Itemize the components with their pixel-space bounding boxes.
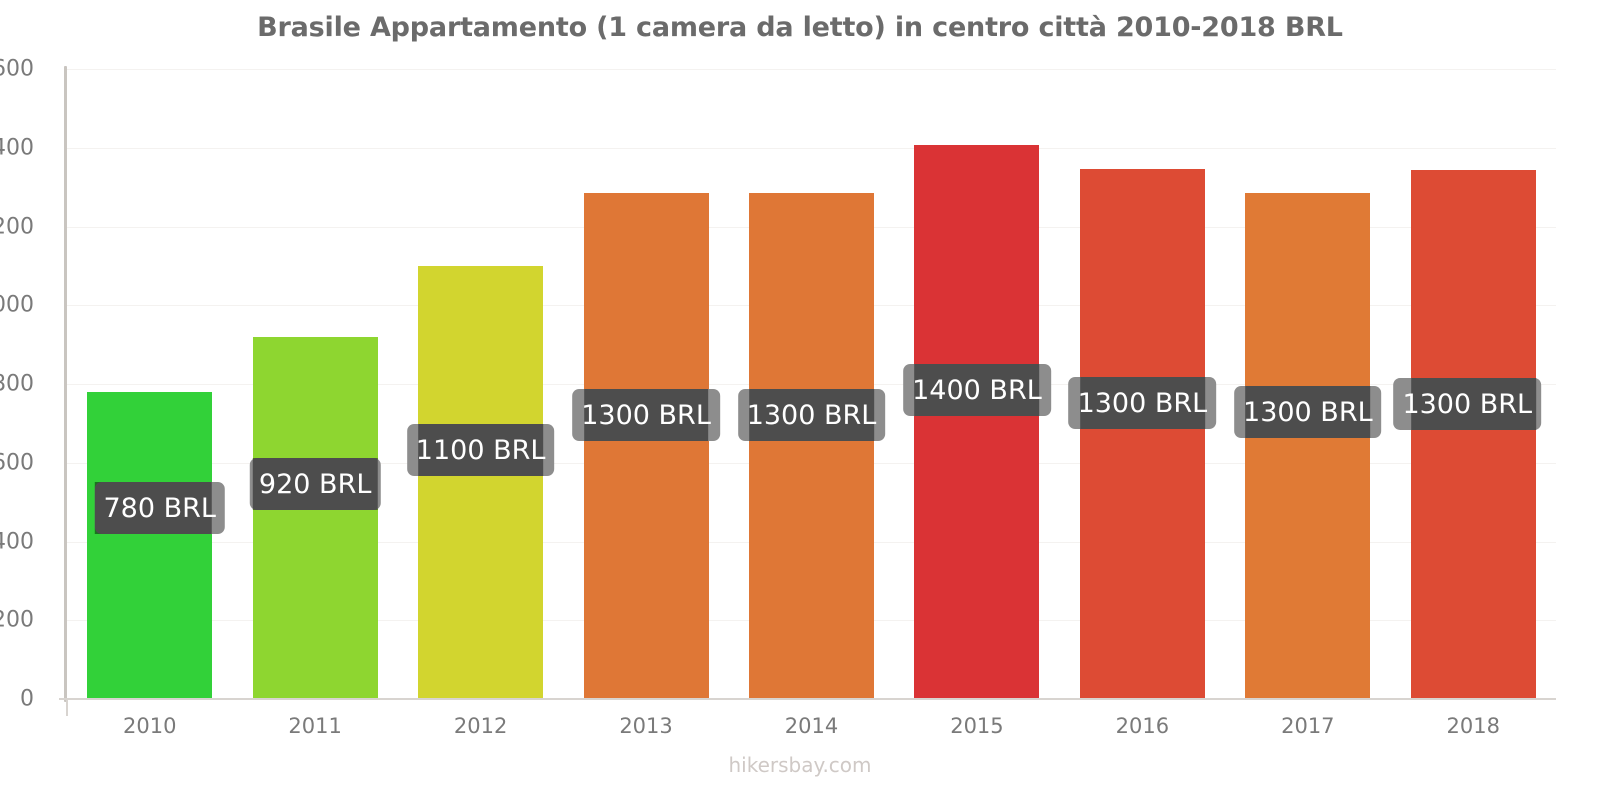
value-badge-label: 1100 BRL [415,434,546,466]
bar-2010[interactable] [87,391,213,699]
value-badge-2013: 1300 BRL [572,389,720,441]
y-axis-tick-label: 400 [0,529,34,554]
x-axis-tick-label-2015: 2015 [950,714,1004,738]
y-axis-tick-label: 800 [0,371,34,397]
y-axis-tick-label: 1600 [0,56,34,82]
value-badge-label: 1300 BRL [1077,387,1208,419]
x-axis-tick-label-2012: 2012 [453,714,508,738]
value-badge-label: 920 BRL [258,468,372,500]
y-axis-tick-label: 0 [20,686,34,712]
value-badge-2017: 1300 BRL [1234,386,1382,438]
y-axis-tick-label: 1000 [0,292,34,318]
value-badge-label: 1300 BRL [1402,388,1533,420]
value-badge-2014: 1300 BRL [737,389,886,441]
bar-2018[interactable] [1410,170,1536,699]
x-axis-tick-label-2011: 2011 [288,714,342,738]
x-axis-line [67,698,1556,700]
y-axis-tick-label: 200 [0,607,34,633]
y-axis-line [64,66,67,702]
bar-2017[interactable] [1245,193,1371,699]
value-badge-2012: 1100 BRL [406,424,555,476]
y-axis-tick-label: 600 [0,450,34,476]
value-badge-label: 1300 BRL [581,399,711,431]
gridline [67,69,1556,70]
gridline [67,147,1556,149]
x-axis-tick-label-2013: 2013 [619,714,673,738]
value-badge-label: 1400 BRL [912,374,1042,406]
value-badge-label: 780 BRL [103,492,216,524]
value-badge-2016: 1300 BRL [1068,377,1217,429]
x-axis-tick-label-2018: 2018 [1446,714,1500,738]
value-badge-2015: 1400 BRL [903,364,1051,416]
y-axis-tick-label: 1400 [0,135,34,161]
x-axis-tick-label-2014: 2014 [784,714,839,738]
plot-area [67,69,1556,699]
x-axis-tick-label-2016: 2016 [1115,714,1170,738]
chart-title: Brasile Appartamento (1 camera da letto)… [257,12,1343,43]
y-axis-tick-mark [59,698,67,700]
x-axis-tick-label-2017: 2017 [1281,714,1335,738]
value-badge-2018: 1300 BRL [1393,378,1542,430]
bar-2013[interactable] [583,193,709,699]
y-axis-tick-label: 1200 [0,214,34,239]
bar-2014[interactable] [749,193,874,699]
value-badge-label: 1300 BRL [746,399,877,431]
source-watermark: hikersbay.com [728,753,872,777]
bar-2016[interactable] [1079,169,1205,699]
x-axis-tick-label-2010: 2010 [122,714,177,738]
x-axis-tick [66,700,68,716]
value-badge-2011: 920 BRL [249,458,381,510]
bar-2015[interactable] [914,144,1040,699]
bar-2011[interactable] [252,336,378,699]
value-badge-label: 1300 BRL [1243,396,1373,428]
bar-2012[interactable] [418,265,544,699]
value-badge-2010: 780 BRL [94,482,225,534]
